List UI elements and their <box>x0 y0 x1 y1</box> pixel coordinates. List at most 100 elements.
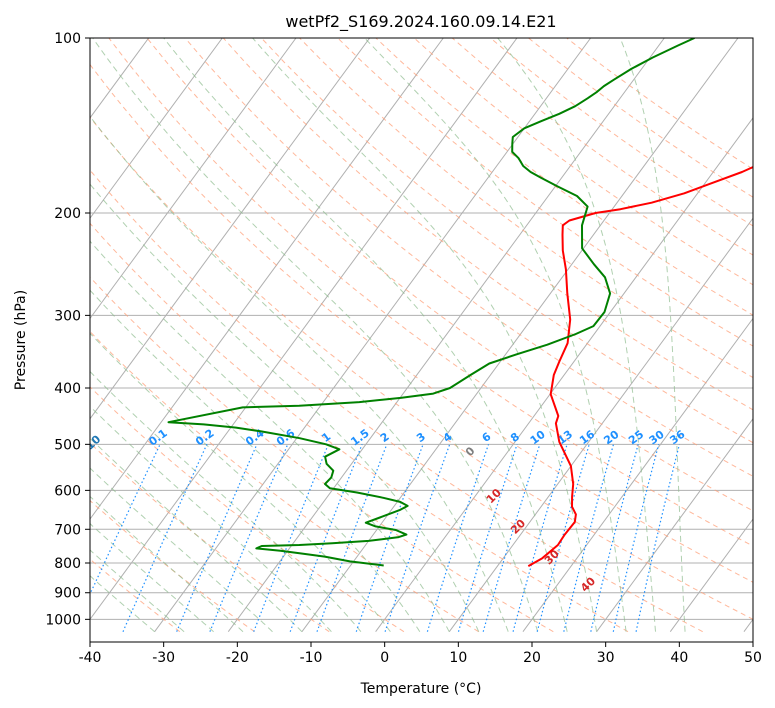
isotherm-line <box>90 38 444 520</box>
y-tick-label: 800 <box>54 556 81 572</box>
mixing-ratio-line <box>635 444 680 632</box>
skewed-isotherms <box>0 38 753 632</box>
moist-adiabat <box>90 437 303 633</box>
mixing-ratio-line <box>612 444 660 632</box>
y-tick-label: 900 <box>54 586 81 602</box>
y-axis-ticks: 100 200 300 400 500 600 700 800 900 1000 <box>45 31 90 628</box>
mixing-ratio-line <box>122 444 208 632</box>
x-tick-label: -30 <box>152 650 175 666</box>
moist-adiabat <box>252 38 598 632</box>
mixing-ratio-line <box>316 444 388 632</box>
dry-adiabat <box>337 38 753 347</box>
x-tick-label: 10 <box>449 650 467 666</box>
moist-adiabat <box>90 289 421 632</box>
dry-adiabat <box>299 38 753 379</box>
moist-adiabat <box>90 183 480 632</box>
dry-adiabat <box>90 63 753 583</box>
dry-adiabat <box>90 276 554 633</box>
moist-adiabat <box>90 332 391 632</box>
x-axis-label: Temperature (°C) <box>360 681 482 697</box>
moist-adiabat <box>619 38 686 632</box>
isotherm-line <box>448 217 753 632</box>
dry-adiabat <box>451 38 753 256</box>
moist-adiabat <box>90 575 155 633</box>
mixing-ratio-lines <box>90 444 680 632</box>
y-axis-label: Pressure (hPa) <box>13 290 29 390</box>
y-tick-label: 100 <box>54 31 81 47</box>
moist-adiabat <box>90 405 332 633</box>
moist-adiabat <box>90 467 273 633</box>
plot-area: 0.10.20.40.611.52346810131620253036-100-… <box>0 38 753 633</box>
moist-adiabat <box>90 240 450 632</box>
x-tick-label: -40 <box>79 650 102 666</box>
mixing-ratio-line <box>482 444 541 632</box>
y-tick-label: 700 <box>54 522 81 538</box>
y-tick-label: 300 <box>54 308 81 324</box>
isotherm-line <box>0 38 1 632</box>
dry-adiabat <box>90 169 703 633</box>
moist-adiabat-label: 0 <box>463 444 478 459</box>
mixing-ratio-line <box>289 444 363 632</box>
dry-adiabat <box>108 38 753 547</box>
dry-adiabat-label: -20 <box>0 392 4 415</box>
temperature-profile-line <box>527 165 753 567</box>
isotherm-line <box>596 417 753 632</box>
y-tick-label: 600 <box>54 483 81 499</box>
isotherm-line <box>154 38 592 632</box>
moist-adiabat <box>364 38 627 632</box>
moist-adiabat-label: 20 <box>508 517 528 537</box>
mixing-ratio-label: 1.5 <box>348 427 371 449</box>
isotherm-line <box>522 317 753 632</box>
isotherm-line <box>90 38 518 621</box>
dewpoint-profile-line <box>167 38 695 567</box>
plot-frame <box>89 37 754 643</box>
mixing-ratio-line <box>355 444 424 632</box>
x-tick-label: -10 <box>300 650 323 666</box>
dry-adiabat <box>222 38 753 444</box>
isotherm-line <box>0 38 75 632</box>
dry-adiabat <box>184 38 753 477</box>
moist-adiabat-label: 10 <box>484 486 504 506</box>
moist-adiabat <box>90 549 185 633</box>
y-tick-label: 200 <box>54 206 81 222</box>
isotherm-line <box>743 618 753 632</box>
dry-adiabat <box>90 222 629 633</box>
mixing-ratio-line <box>209 444 289 632</box>
moist-adiabat <box>497 38 657 632</box>
isotherm-line <box>375 117 753 632</box>
x-axis-ticks: -40 -30 -20 -10 0 10 20 30 40 50 <box>79 642 762 666</box>
dry-adiabat <box>375 38 753 316</box>
dry-adiabats <box>90 38 753 633</box>
mixing-ratio-line <box>426 444 490 632</box>
moist-adiabat <box>90 370 362 633</box>
x-tick-label: 40 <box>670 650 688 666</box>
sounding-profiles <box>167 38 753 567</box>
chart-title: wetPf2_S169.2024.160.09.14.E21 <box>285 12 556 32</box>
y-tick-label: 400 <box>54 381 81 397</box>
x-tick-label: 50 <box>744 650 762 666</box>
y-tick-label: 1000 <box>45 612 81 628</box>
mixing-ratio-label: 8 <box>508 430 522 445</box>
y-tick-label: 500 <box>54 437 81 453</box>
isotherm-line <box>90 38 297 320</box>
dry-adiabat <box>90 386 405 633</box>
isotherm-line <box>227 38 665 632</box>
dry-adiabat <box>90 442 330 633</box>
mixing-ratio-label: 4 <box>441 430 455 445</box>
mixing-ratio-label: 6 <box>480 430 494 445</box>
dry-adiabat <box>90 558 181 633</box>
isotherm-line <box>90 38 371 420</box>
x-tick-label: 30 <box>597 650 615 666</box>
mixing-ratio-line <box>457 444 518 632</box>
dry-adiabat <box>90 116 753 620</box>
x-tick-label: 0 <box>380 650 389 666</box>
dry-adiabat <box>528 38 753 198</box>
isotherm-line <box>669 518 753 632</box>
moist-adiabat <box>92 38 539 632</box>
mixing-ratio-line <box>90 444 161 596</box>
pressure-gridlines <box>90 38 753 620</box>
mixing-ratio-label: 3 <box>414 430 428 445</box>
moist-adiabat <box>90 522 214 633</box>
dry-adiabat <box>490 38 753 227</box>
